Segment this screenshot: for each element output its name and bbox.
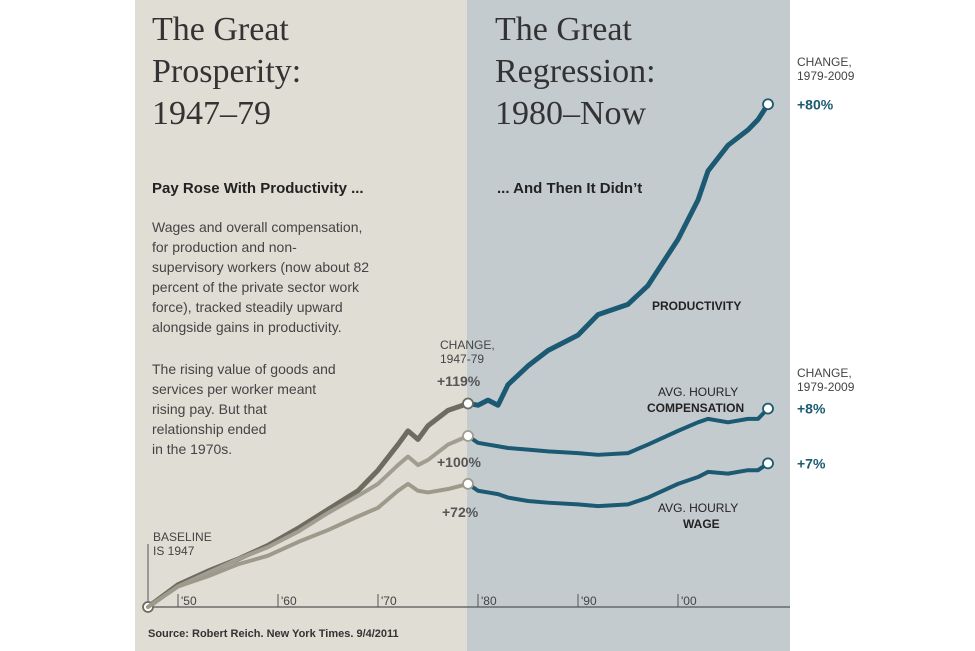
x-tick-label: '50 [181, 594, 197, 608]
body-text: services per worker meant [152, 381, 316, 397]
panel-title: Regression: [495, 53, 656, 90]
body-text: in the 1970s. [152, 441, 232, 457]
series-label: AVG. HOURLY [658, 501, 738, 515]
change-heading: CHANGE, [440, 338, 495, 352]
change-heading: 1947-79 [440, 352, 484, 366]
change-heading: CHANGE, [797, 55, 852, 69]
body-text: alongside gains in productivity. [152, 319, 342, 335]
baseline-note: IS 1947 [153, 544, 195, 558]
x-tick-label: '70 [381, 594, 397, 608]
subtitle: Pay Rose With Productivity ... [152, 180, 364, 197]
body-text: for production and non- [152, 239, 297, 255]
series-label: AVG. HOURLY [658, 385, 738, 399]
source: Source: Robert Reich. New York Times. 9/… [148, 628, 399, 640]
series-line [145, 101, 771, 610]
series-label: COMPENSATION [647, 401, 744, 415]
x-tick-label: '00 [681, 594, 697, 608]
body-text: The rising value of goods and [152, 361, 336, 377]
change-label: +72% [442, 504, 479, 520]
change-label: +80% [797, 96, 834, 112]
right-panel [467, 0, 790, 651]
panel-title: The Great [152, 11, 289, 48]
point-marker [762, 402, 774, 415]
series-label: WAGE [683, 517, 720, 531]
point-marker [762, 457, 774, 470]
panel-title: The Great [495, 11, 632, 48]
body-text: percent of the private sector work [152, 279, 360, 295]
x-tick-label: '80 [481, 594, 497, 608]
change-heading: 1979-2009 [797, 69, 855, 83]
baseline-note: BASELINE [153, 530, 212, 544]
point-marker [762, 98, 774, 111]
change-heading: 1979-2009 [797, 380, 855, 394]
panel-title: 1947–79 [152, 95, 271, 132]
body-text: force), tracked steadily upward [152, 299, 343, 315]
change-label: +100% [437, 454, 482, 470]
body-text: relationship ended [152, 421, 266, 437]
body-text: supervisory workers (now about 82 [152, 259, 369, 275]
x-tick-label: '60 [281, 594, 297, 608]
body-text: rising pay. But that [152, 401, 267, 417]
point-marker [462, 430, 474, 442]
body-text: Wages and overall compensation, [152, 219, 362, 235]
x-tick-label: '90 [581, 594, 597, 608]
point-marker [462, 477, 474, 490]
series-line [146, 406, 770, 609]
subtitle: ... And Then It Didn’t [497, 180, 642, 197]
change-label: +7% [797, 455, 826, 471]
series-label: PRODUCTIVITY [652, 299, 741, 313]
series-line [146, 461, 770, 609]
point-marker [462, 397, 474, 410]
panel-title: 1980–Now [495, 95, 647, 132]
change-label: +119% [437, 373, 481, 389]
panel-title: Prosperity: [152, 53, 301, 90]
change-label: +8% [797, 401, 826, 417]
change-heading: CHANGE, [797, 366, 852, 380]
